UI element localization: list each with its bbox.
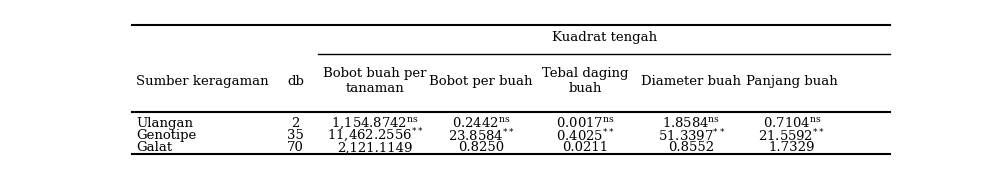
Text: Panjang buah: Panjang buah	[747, 75, 837, 88]
Text: Diameter buah: Diameter buah	[642, 75, 742, 88]
Text: 23.8584$^{**}$: 23.8584$^{**}$	[447, 127, 515, 144]
Text: Galat: Galat	[137, 141, 173, 154]
Text: Kuadrat tengah: Kuadrat tengah	[552, 31, 657, 44]
Text: 51.3397$^{**}$: 51.3397$^{**}$	[658, 127, 726, 144]
Text: 1,154.8742$^{\mathregular{ns}}$: 1,154.8742$^{\mathregular{ns}}$	[331, 116, 419, 131]
Text: 70: 70	[287, 141, 303, 154]
Text: db: db	[287, 75, 303, 88]
Text: 1.8584$^{\mathregular{ns}}$: 1.8584$^{\mathregular{ns}}$	[663, 117, 721, 130]
Text: 2: 2	[291, 117, 299, 130]
Text: 11,462.2556$^{**}$: 11,462.2556$^{**}$	[326, 127, 423, 145]
Text: 0.0017$^{\mathregular{ns}}$: 0.0017$^{\mathregular{ns}}$	[556, 117, 615, 130]
Text: 2,121.1149: 2,121.1149	[337, 141, 413, 154]
Text: 0.4025$^{**}$: 0.4025$^{**}$	[556, 127, 615, 144]
Text: Tebal daging
buah: Tebal daging buah	[542, 67, 629, 95]
Text: 21.5592$^{**}$: 21.5592$^{**}$	[758, 127, 825, 144]
Text: Bobot buah per
tanaman: Bobot buah per tanaman	[323, 67, 427, 95]
Text: Genotipe: Genotipe	[137, 129, 197, 142]
Text: 0.2442$^{\mathregular{ns}}$: 0.2442$^{\mathregular{ns}}$	[452, 117, 510, 130]
Text: Bobot per buah: Bobot per buah	[429, 75, 533, 88]
Text: 1.7329: 1.7329	[768, 141, 815, 154]
Text: 0.0211: 0.0211	[562, 141, 609, 154]
Text: Sumber keragaman: Sumber keragaman	[137, 75, 269, 88]
Text: Ulangan: Ulangan	[137, 117, 194, 130]
Text: 0.7104$^{\mathregular{ns}}$: 0.7104$^{\mathregular{ns}}$	[762, 117, 821, 130]
Text: 35: 35	[287, 129, 303, 142]
Text: 0.8552: 0.8552	[669, 141, 715, 154]
Text: 0.8250: 0.8250	[458, 141, 504, 154]
